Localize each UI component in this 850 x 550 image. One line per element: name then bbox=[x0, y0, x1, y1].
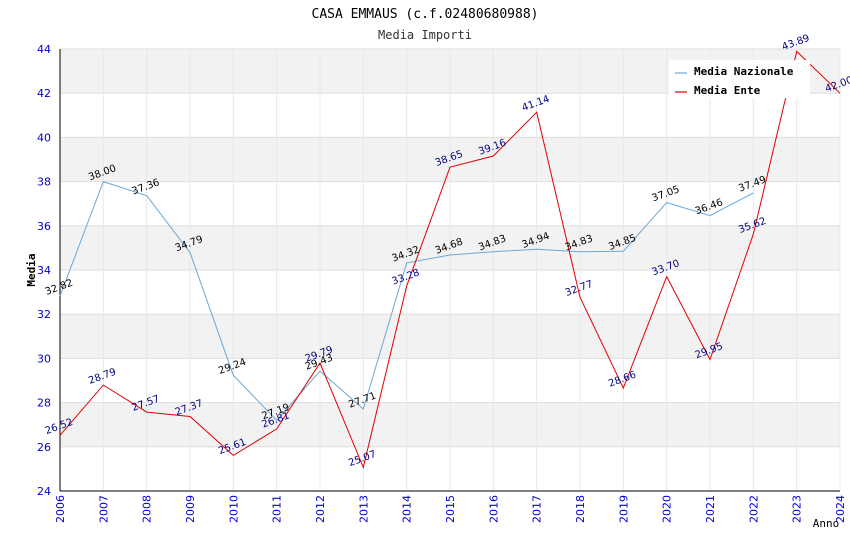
y-tick-label: 38 bbox=[37, 176, 51, 189]
y-tick-label: 30 bbox=[37, 352, 51, 365]
y-axis-ticks: 24 26 28 30 32 34 36 38 40 42 44 bbox=[37, 43, 51, 498]
grid-bands bbox=[59, 48, 841, 492]
x-tick-label: 2018 bbox=[574, 495, 587, 523]
x-tick-label: 2008 bbox=[141, 495, 154, 523]
x-tick-label: 2024 bbox=[834, 495, 847, 523]
chart-title: CASA EMMAUS (c.f.02480680988) bbox=[312, 7, 539, 22]
legend-box bbox=[669, 60, 810, 98]
y-axis-label: Media bbox=[25, 253, 38, 286]
x-axis-ticks: 2006 2007 2008 2009 2010 2011 2012 2013 2014 2015… bbox=[54, 495, 847, 523]
y-tick-label: 36 bbox=[37, 220, 51, 233]
x-tick-label: 2011 bbox=[271, 495, 284, 523]
series-line-ente bbox=[59, 50, 841, 470]
legend-entry-nazionale: Media Nazionale bbox=[694, 65, 794, 78]
x-axis-label: Anno bbox=[813, 517, 840, 530]
x-tick-label: 2012 bbox=[314, 495, 327, 523]
y-tick-label: 42 bbox=[37, 87, 51, 100]
x-tick-label: 2010 bbox=[227, 495, 240, 523]
y-tick-label: 24 bbox=[37, 485, 51, 498]
x-tick-label: 2016 bbox=[487, 495, 500, 523]
legend-entry-ente: Media Ente bbox=[694, 84, 761, 97]
y-tick-label: 26 bbox=[37, 441, 51, 454]
x-tick-label: 2006 bbox=[54, 495, 67, 523]
x-tick-label: 2007 bbox=[97, 495, 110, 523]
x-tick-label: 2022 bbox=[747, 495, 760, 523]
series-lines bbox=[59, 50, 841, 470]
x-tick-label: 2013 bbox=[357, 495, 370, 523]
y-tick-label: 40 bbox=[37, 131, 51, 144]
legend: Media Nazionale Media Ente bbox=[669, 60, 810, 98]
x-tick-label: 2014 bbox=[401, 495, 414, 523]
y-tick-label: 28 bbox=[37, 397, 51, 410]
x-tick-label: 2021 bbox=[704, 495, 717, 523]
x-tick-label: 2009 bbox=[184, 495, 197, 523]
x-tick-label: 2015 bbox=[444, 495, 457, 523]
x-tick-label: 2019 bbox=[617, 495, 630, 523]
y-tick-label: 32 bbox=[37, 308, 51, 321]
x-tick-label: 2023 bbox=[791, 495, 804, 523]
x-tick-label: 2020 bbox=[661, 495, 674, 523]
series-line-nazionale bbox=[59, 180, 754, 422]
y-tick-label: 44 bbox=[37, 43, 51, 56]
y-tick-label: 34 bbox=[37, 264, 51, 277]
x-tick-label: 2017 bbox=[531, 495, 544, 523]
chart-subtitle: Media Importi bbox=[378, 28, 472, 42]
